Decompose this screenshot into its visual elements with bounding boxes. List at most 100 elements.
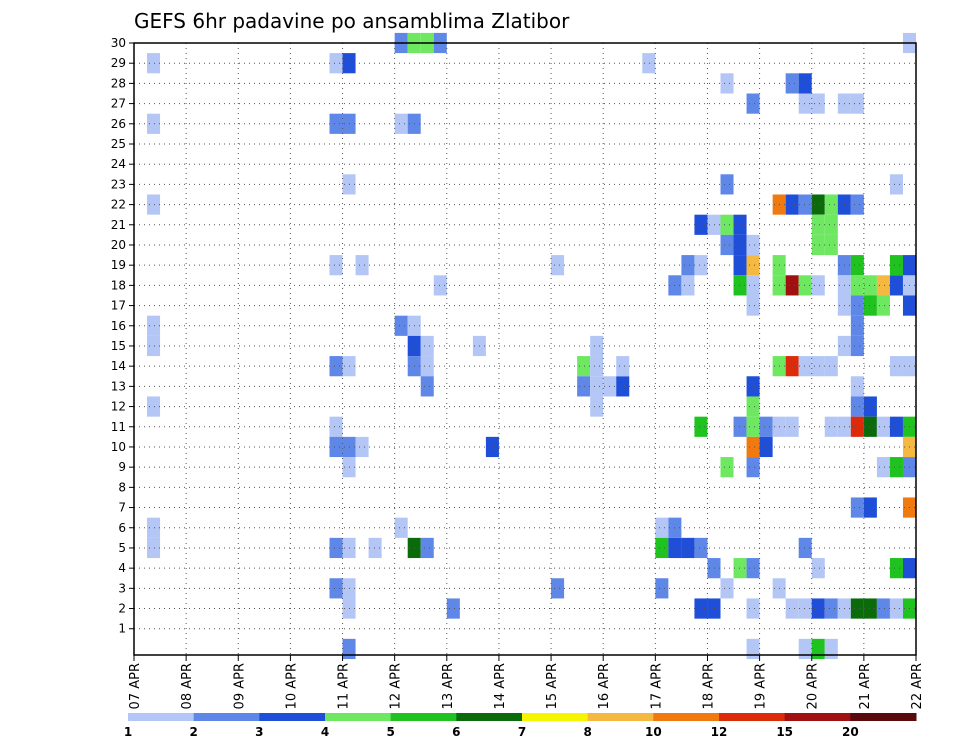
heatmap-cell (850, 416, 864, 437)
heatmap-cell (889, 416, 903, 437)
heatmap-cell (811, 558, 825, 579)
colorbar-label: 15 (776, 725, 793, 739)
y-tick-label: 12 (111, 400, 126, 414)
heatmap-cell (616, 376, 630, 397)
heatmap-cell (577, 376, 591, 397)
x-tick-label: 16 APR (597, 663, 612, 709)
colorbar-label: 3 (255, 725, 263, 739)
heatmap-cell (590, 335, 604, 357)
x-tick-label: 18 APR (701, 663, 716, 709)
y-tick-label: 24 (111, 157, 126, 171)
heatmap-cell (798, 194, 812, 215)
heatmap-cell (889, 174, 903, 195)
colorbar-swatch (522, 713, 589, 721)
x-tick-label: 19 APR (754, 663, 769, 709)
heatmap-cell (147, 396, 161, 417)
heatmap-cell (329, 537, 343, 559)
heatmap-cell (733, 275, 747, 296)
y-tick-label: 17 (111, 299, 126, 313)
heatmap-cell (863, 497, 877, 518)
colorbar-label: 20 (842, 725, 859, 739)
heatmap-cell (876, 275, 890, 296)
heatmap-cell (655, 578, 669, 599)
y-tick-label: 2 (118, 602, 126, 616)
heatmap-cell (876, 416, 890, 437)
heatmap-cell (433, 275, 447, 296)
heatmap-cell (798, 356, 812, 377)
plot-frame (133, 42, 917, 656)
heatmap-cell (889, 356, 903, 377)
heatmap-cell (746, 275, 760, 296)
heatmap-cell (420, 537, 434, 559)
x-tick-label: 20 APR (806, 663, 821, 709)
heatmap-cell (876, 295, 890, 316)
x-tick-label: 10 APR (284, 663, 299, 709)
heatmap-cell (785, 73, 799, 94)
heatmap-cell (850, 396, 864, 417)
colorbar-label: 8 (583, 725, 591, 739)
x-tick-label: 12 APR (389, 663, 404, 709)
heatmap-cell (850, 275, 864, 296)
heatmap-cell (824, 356, 838, 377)
heatmap-cell (446, 598, 460, 619)
heatmap-cell (876, 457, 890, 478)
heatmap-cell (147, 315, 161, 336)
heatmap-cell (811, 638, 825, 660)
x-tick-label: 14 APR (493, 663, 508, 709)
y-tick-label: 30 (111, 36, 126, 50)
colorbar-label: 5 (386, 725, 394, 739)
y-tick-label: 27 (111, 97, 126, 111)
y-tick-label: 25 (111, 137, 126, 151)
heatmap-cell (746, 255, 760, 276)
heatmap-cell (707, 598, 721, 619)
heatmap-cell (746, 234, 760, 256)
x-tick-label: 11 APR (337, 663, 352, 709)
heatmap-cell (746, 376, 760, 397)
heatmap-cell (551, 255, 565, 276)
x-tick-label: 17 APR (649, 663, 664, 709)
heatmap-cell (811, 194, 825, 215)
heatmap-cell (681, 275, 695, 296)
heatmap-cell (798, 598, 812, 619)
heatmap-cell (355, 436, 369, 458)
heatmap-cell (694, 416, 708, 437)
y-tick-label: 1 (118, 622, 126, 636)
heatmap-cell (746, 93, 760, 114)
heatmap-cell (329, 436, 343, 458)
colorbar-swatch (259, 713, 326, 721)
heatmap-cell (342, 638, 356, 660)
heatmap-cell (720, 578, 734, 599)
y-tick-label: 20 (111, 238, 126, 252)
x-tick-label: 21 APR (858, 663, 873, 709)
y-tick-label: 29 (111, 56, 126, 70)
heatmap-cell (485, 436, 499, 458)
heatmap-cell (681, 255, 695, 276)
colorbar-swatch (784, 713, 851, 721)
heatmap-cell (590, 376, 604, 397)
heatmap-cell (420, 356, 434, 377)
heatmap-cell (147, 537, 161, 559)
x-tick-label: 22 APR (910, 663, 925, 709)
heatmap-cell (746, 457, 760, 478)
heatmap-cell (551, 578, 565, 599)
heatmap-cell (785, 194, 799, 215)
heatmap-cell (811, 275, 825, 296)
heatmap-cell (733, 255, 747, 276)
heatmap-cell (720, 234, 734, 256)
heatmap-cell (863, 598, 877, 619)
heatmap-cell (694, 255, 708, 276)
heatmap-cell (746, 416, 760, 437)
colorbar-label: 2 (189, 725, 197, 739)
y-tick-label: 6 (118, 521, 126, 535)
y-tick-label: 11 (111, 420, 126, 434)
heatmap-cell (577, 356, 591, 377)
heatmap-cell (863, 396, 877, 417)
heatmap-cell (811, 356, 825, 377)
heatmap-cell (798, 93, 812, 114)
heatmap-cell (746, 436, 760, 458)
heatmap-cell (642, 53, 656, 74)
y-tick-label: 23 (111, 177, 126, 191)
heatmap-cell (720, 214, 734, 235)
y-tick-label: 15 (111, 339, 126, 353)
